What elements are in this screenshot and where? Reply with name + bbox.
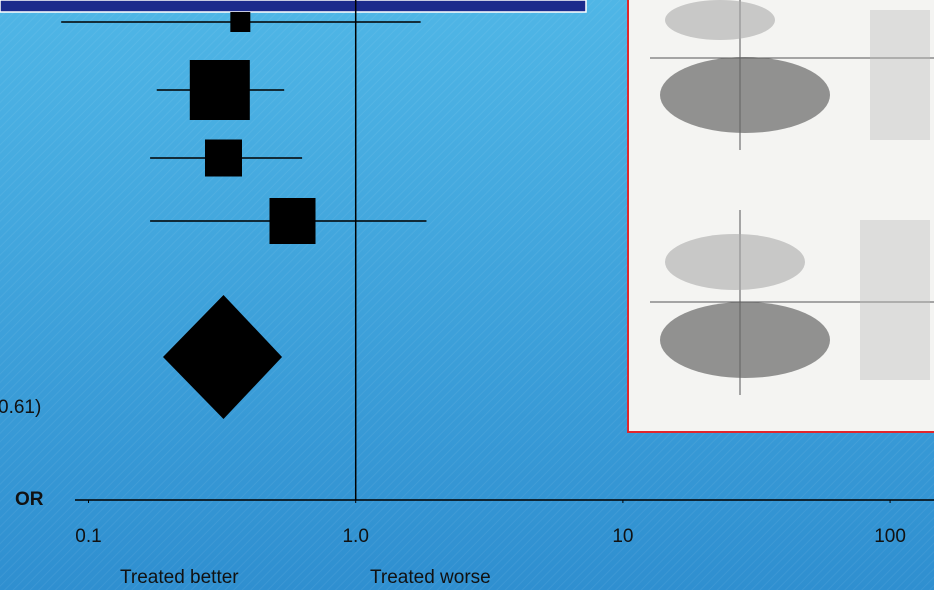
x-tick-label: 1.0	[342, 526, 368, 547]
image-blob	[665, 234, 805, 290]
image-blob	[660, 302, 830, 378]
study-square	[190, 60, 250, 120]
right-note: Treated worse	[370, 567, 491, 588]
x-tick-label: 100	[874, 526, 906, 547]
image-numbers	[870, 10, 930, 140]
left-note: Treated better	[120, 567, 239, 588]
image-blob	[665, 0, 775, 40]
x-tick-label: 10	[612, 526, 633, 547]
image-numbers	[860, 220, 930, 380]
study-square	[230, 12, 250, 32]
study-square	[270, 198, 316, 244]
title-bar	[0, 0, 586, 12]
x-axis-label: OR	[15, 489, 44, 510]
x-tick-label: 0.1	[75, 526, 101, 547]
slide: OR Treated better Treated worse 0.61) 0.…	[0, 0, 934, 590]
visual-field-image	[628, 0, 934, 432]
annotation: 0.61)	[0, 397, 41, 418]
image-blob	[660, 57, 830, 133]
study-square	[205, 140, 242, 177]
page: {"chart_data": { "type": "forest", "x_la…	[0, 0, 934, 590]
